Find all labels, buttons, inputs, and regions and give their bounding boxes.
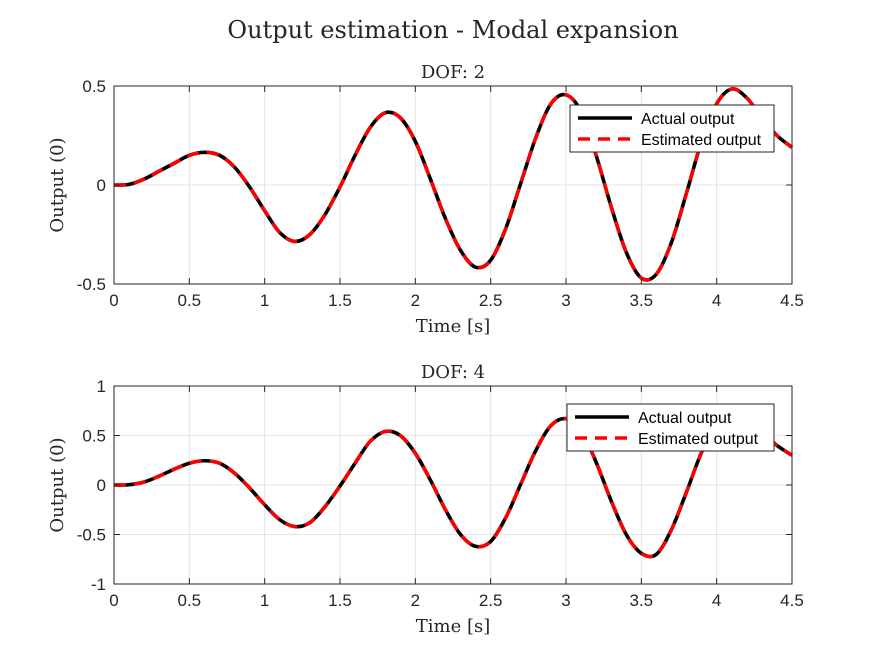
legend: Actual output Estimated output bbox=[569, 104, 775, 153]
x-tick-label: 3 bbox=[561, 291, 570, 310]
x-tick-label: 3.5 bbox=[630, 291, 654, 310]
y-tick-label: -0.5 bbox=[77, 526, 106, 545]
x-tick-label: 2 bbox=[411, 591, 420, 610]
y-tick-label: 0 bbox=[97, 176, 106, 195]
x-tick-label: 0.5 bbox=[178, 291, 202, 310]
x-tick-label: 0 bbox=[109, 591, 118, 610]
y-axis-label: Output (0) bbox=[47, 137, 68, 232]
x-axis-label: Time [s] bbox=[416, 316, 491, 337]
x-tick-label: 1 bbox=[260, 291, 269, 310]
x-tick-label: 4 bbox=[712, 291, 721, 310]
x-axis-label: Time [s] bbox=[416, 616, 491, 637]
x-tick-label: 2.5 bbox=[479, 591, 503, 610]
x-tick-label: 2.5 bbox=[479, 291, 503, 310]
x-tick-label: 0 bbox=[109, 291, 118, 310]
subplot-title: DOF: 4 bbox=[421, 362, 485, 383]
y-tick-label: 0.5 bbox=[82, 427, 106, 446]
subplot-2: 0 0.5 1 1.5 2 2.5 3 3.5 4 4.5 -1 -0.5 0 0.5 1 DOF: 4 Tim… bbox=[47, 362, 804, 637]
y-tick-label: 0 bbox=[97, 476, 106, 495]
y-tick-label: -0.5 bbox=[77, 275, 106, 294]
x-tick-label: 4.5 bbox=[780, 291, 804, 310]
y-tick-label: 0.5 bbox=[82, 77, 106, 96]
subplot-title: DOF: 2 bbox=[421, 62, 485, 83]
legend-box bbox=[569, 104, 775, 153]
legend-box bbox=[566, 403, 775, 452]
y-axis-label: Output (0) bbox=[47, 437, 68, 532]
x-tick-label: 3 bbox=[561, 591, 570, 610]
x-tick-label: 4 bbox=[712, 591, 721, 610]
series-line-estimated-output bbox=[113, 414, 793, 559]
legend-label: Estimated output bbox=[638, 431, 759, 448]
figure-title: Output estimation - Modal expansion bbox=[227, 16, 678, 44]
x-tick-label: 1 bbox=[260, 591, 269, 610]
x-tick-label: 2 bbox=[411, 291, 420, 310]
legend-label: Estimated output bbox=[641, 132, 762, 149]
x-tick-label: 4.5 bbox=[780, 591, 804, 610]
x-tick-label: 1.5 bbox=[328, 591, 352, 610]
x-tick-label: 0.5 bbox=[178, 591, 202, 610]
y-tick-label: 1 bbox=[97, 377, 106, 396]
y-tick-label: -1 bbox=[91, 575, 106, 594]
series-line-estimated-output bbox=[113, 87, 794, 282]
legend-label: Actual output bbox=[641, 111, 735, 128]
legend: Actual output Estimated output bbox=[566, 403, 775, 452]
x-tick-label: 3.5 bbox=[630, 591, 654, 610]
legend-label: Actual output bbox=[638, 410, 732, 427]
x-tick-label: 1.5 bbox=[328, 291, 352, 310]
